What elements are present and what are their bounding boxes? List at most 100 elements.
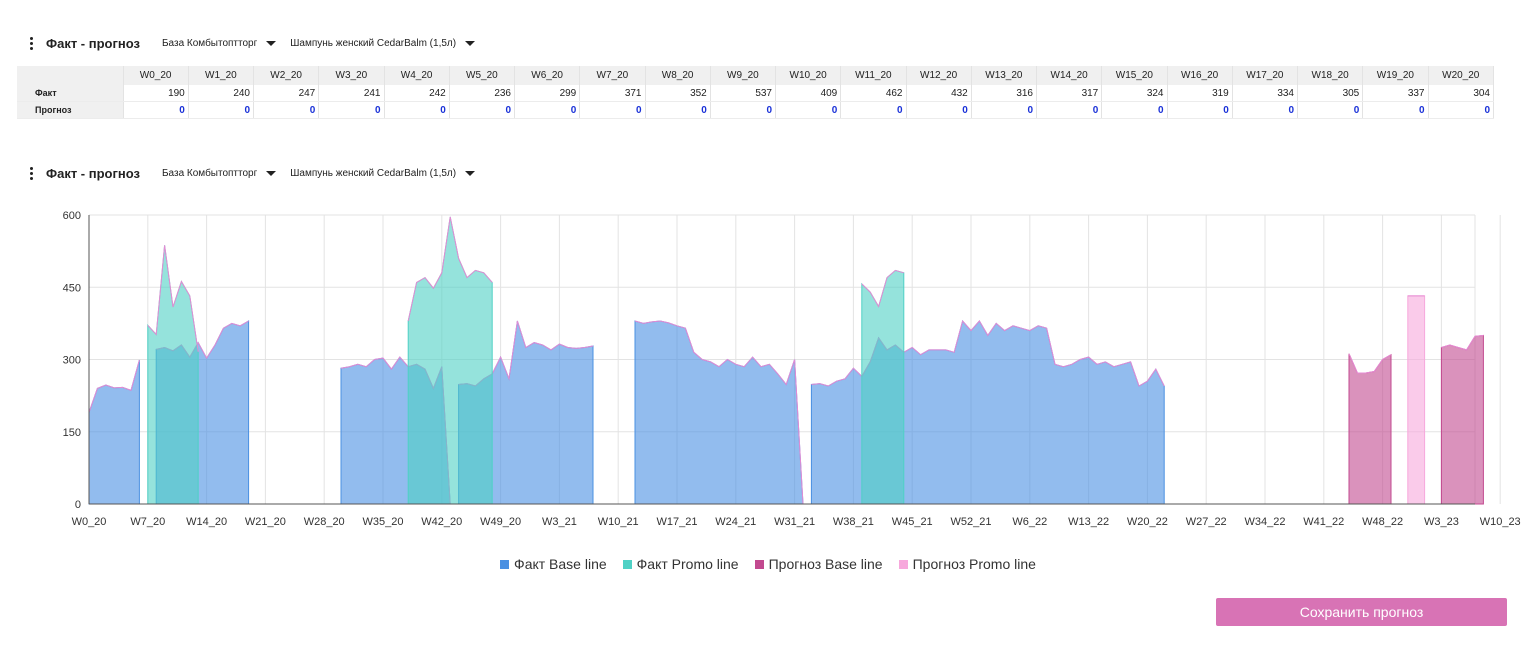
x-tick-label: W7_20 — [130, 516, 165, 528]
forecast-cell[interactable]: 0 — [1036, 101, 1103, 119]
panel2-product-dropdown[interactable]: Шампунь женский CedarBalm (1,5л) — [290, 168, 476, 179]
x-tick-label: W38_21 — [833, 516, 874, 528]
series-area — [147, 245, 199, 505]
table-row-label: Факт — [17, 85, 124, 102]
forecast-cell[interactable]: 0 — [1297, 101, 1364, 119]
legend-swatch — [898, 559, 908, 569]
x-tick-label: W3_21 — [542, 516, 577, 528]
fact-cell: 409 — [775, 85, 842, 102]
y-tick-label: 0 — [75, 499, 81, 511]
x-tick-label: W10_21 — [598, 516, 639, 528]
chevron-down-icon — [266, 170, 277, 176]
panel1-product-dropdown[interactable]: Шампунь женский CedarBalm (1,5л) — [290, 38, 476, 49]
forecast-cell[interactable]: 0 — [1232, 101, 1299, 119]
fact-cell: 305 — [1297, 85, 1364, 102]
y-tick-label: 150 — [63, 427, 81, 439]
forecast-cell[interactable]: 0 — [123, 101, 189, 119]
forecast-cell[interactable]: 0 — [710, 101, 777, 119]
x-tick-label: W28_20 — [304, 516, 345, 528]
series-outline — [407, 216, 493, 322]
fact-cell: 537 — [710, 85, 777, 102]
table-body: Факт 190 240 247 241 242 236 299 371 352 537 409 462… — [17, 85, 1494, 119]
forecast-cell[interactable]: 0 — [971, 101, 1038, 119]
series-area — [88, 359, 140, 505]
legend-label: Прогноз Promo line — [912, 556, 1036, 572]
fact-cell: 299 — [514, 85, 581, 102]
forecast-cell[interactable]: 0 — [1167, 101, 1233, 119]
series-area — [1407, 295, 1426, 505]
series-outline — [861, 269, 904, 308]
table-column-header: W15_20 — [1101, 66, 1168, 85]
panel2-warehouse-dropdown[interactable]: База Комбытоптторг — [161, 167, 277, 179]
chevron-down-icon — [465, 170, 476, 176]
x-tick-label: W48_22 — [1362, 516, 1403, 528]
table-header-row: W0_20 W1_20 W2_20 W3_20 W4_20 W5_20 W6_20 W7_20… — [17, 66, 1494, 85]
forecast-cell[interactable]: 0 — [579, 101, 646, 119]
y-tick-label: 300 — [63, 355, 81, 367]
table-column-header: W12_20 — [906, 66, 972, 85]
forecast-cell[interactable]: 0 — [645, 101, 711, 119]
x-tick-label: W31_21 — [774, 516, 815, 528]
series-area — [861, 269, 905, 505]
series-area — [1348, 353, 1392, 505]
series-outline — [1441, 334, 1484, 351]
series-outline — [147, 245, 199, 352]
forecast-cell[interactable]: 0 — [318, 101, 385, 119]
panel1-warehouse-dropdown[interactable]: База Комбытоптторг — [161, 37, 277, 49]
forecast-cell[interactable]: 0 — [514, 101, 581, 119]
legend-swatch — [622, 559, 632, 569]
panel2-menu-icon[interactable] — [26, 166, 36, 180]
table-column-header: W11_20 — [840, 66, 907, 85]
fact-cell: 352 — [645, 85, 711, 102]
fact-cell: 241 — [318, 85, 385, 102]
legend-item[interactable]: Факт Base line — [500, 556, 607, 572]
forecast-cell[interactable]: 0 — [449, 101, 516, 119]
x-tick-label: W49_20 — [480, 516, 521, 528]
panel2-title: Факт - прогноз — [46, 165, 140, 181]
legend-item[interactable]: Прогноз Promo line — [898, 556, 1036, 572]
forecast-cell[interactable]: 0 — [1101, 101, 1168, 119]
x-tick-label: W17_21 — [657, 516, 698, 528]
forecast-cell[interactable]: 0 — [188, 101, 255, 119]
fact-cell: 432 — [906, 85, 972, 102]
table-column-header: W3_20 — [318, 66, 385, 85]
table-row: Прогноз 0 0 0 0 0 0 0 0 0 0 0 0 0 0 0 0 0 0 0 0 0 — [17, 101, 1494, 119]
legend-swatch — [500, 559, 510, 569]
panel2-warehouse-value: База Комбытоптторг — [161, 167, 258, 179]
fact-cell: 316 — [971, 85, 1038, 102]
x-tick-label: W34_22 — [1245, 516, 1286, 528]
panel1-menu-icon[interactable] — [26, 36, 36, 50]
table-column-header: W8_20 — [645, 66, 711, 85]
table-column-header: W2_20 — [253, 66, 320, 85]
table-column-header: W4_20 — [384, 66, 450, 85]
panel1-header: Факт - прогноз База Комбытоптторг Шампун… — [26, 33, 489, 53]
x-tick-label: W3_23 — [1424, 516, 1459, 528]
x-tick-label: W45_21 — [892, 516, 933, 528]
fact-cell: 240 — [188, 85, 255, 102]
y-tick-label: 450 — [63, 282, 81, 294]
fact-cell: 236 — [449, 85, 516, 102]
forecast-cell[interactable]: 0 — [775, 101, 842, 119]
forecast-cell[interactable]: 0 — [840, 101, 907, 119]
legend-item[interactable]: Прогноз Base line — [754, 556, 883, 572]
table-column-header: W5_20 — [449, 66, 516, 85]
forecast-cell[interactable]: 0 — [906, 101, 972, 119]
x-tick-label: W0_20 — [72, 516, 107, 528]
save-forecast-button[interactable]: Сохранить прогноз — [1216, 598, 1507, 626]
fact-cell: 242 — [384, 85, 450, 102]
panel1-warehouse-value: База Комбытоптторг — [161, 37, 258, 49]
forecast-cell[interactable]: 0 — [1428, 101, 1494, 119]
legend-swatch — [754, 559, 764, 569]
forecast-cell[interactable]: 0 — [384, 101, 450, 119]
x-tick-label: W24_21 — [715, 516, 756, 528]
fact-cell: 337 — [1362, 85, 1429, 102]
table-column-header: W17_20 — [1232, 66, 1299, 85]
forecast-cell[interactable]: 0 — [1362, 101, 1429, 119]
legend-item[interactable]: Факт Promo line — [622, 556, 739, 572]
x-tick-label: W35_20 — [363, 516, 404, 528]
forecast-cell[interactable]: 0 — [253, 101, 320, 119]
fact-cell: 317 — [1036, 85, 1103, 102]
legend-label: Прогноз Base line — [768, 556, 883, 572]
x-tick-label: W41_22 — [1303, 516, 1344, 528]
y-tick-label: 600 — [63, 210, 81, 222]
